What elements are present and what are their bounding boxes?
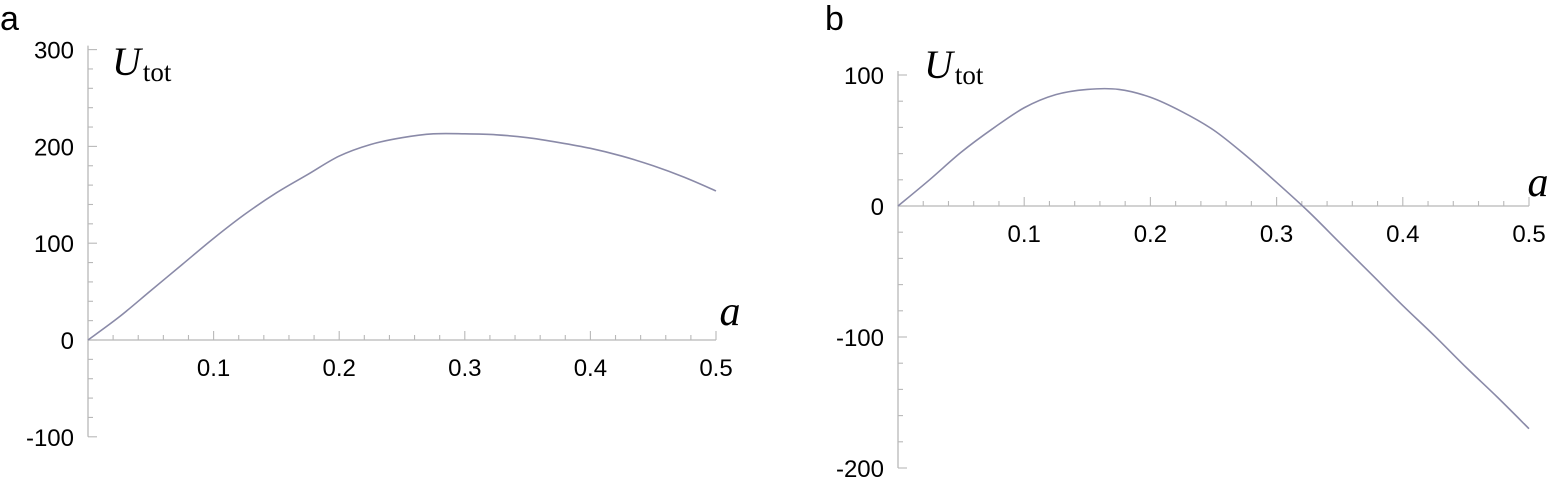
x-tick-label: 0.5 <box>699 355 732 382</box>
y-tick-label: -200 <box>836 456 884 483</box>
y-tick-label: -100 <box>836 325 884 352</box>
y-tick-label: -100 <box>26 425 74 452</box>
x-tick-label: 0.1 <box>1008 221 1041 248</box>
x-tick-label: 0.3 <box>448 355 481 382</box>
y-tick-label: 200 <box>34 134 74 161</box>
x-tick-label: 0.3 <box>1260 221 1293 248</box>
panel-a: a -100 0 100 200 300 0.1 0.2 0.3 0.4 0.5 Utot a <box>0 0 741 452</box>
y-axis-label-sub: tot <box>955 60 984 90</box>
panel-label-b: b <box>825 0 844 38</box>
y-tick-label: 300 <box>34 38 74 65</box>
x-axis-label: a <box>720 289 741 335</box>
y-tick-label: 100 <box>34 231 74 258</box>
x-tick-label: 0.2 <box>323 355 356 382</box>
y-axis-label: Utot <box>924 42 984 90</box>
y-tick-label: 0 <box>871 194 884 221</box>
x-axis-label: a <box>1528 160 1549 206</box>
x-tick-label: 0.2 <box>1134 221 1167 248</box>
y-axis-label-sub: tot <box>143 57 172 87</box>
x-tick-label: 0.5 <box>1512 221 1545 248</box>
panel-b: b -200 -100 0 100 0.1 0.2 0.3 0.4 0.5 Utot a <box>825 0 1549 483</box>
y-axis-label-main: U <box>112 39 144 84</box>
y-tick-label: 100 <box>844 63 884 90</box>
x-tick-label: 0.1 <box>197 355 230 382</box>
panel-label-a: a <box>0 0 19 38</box>
y-tick-label: 0 <box>61 328 74 355</box>
y-axis-label: Utot <box>112 39 172 87</box>
x-tick-label: 0.4 <box>1386 221 1419 248</box>
x-tick-label: 0.4 <box>574 355 607 382</box>
series-line <box>87 132 717 341</box>
y-axis-label-main: U <box>924 42 956 87</box>
series-line <box>897 87 1530 430</box>
